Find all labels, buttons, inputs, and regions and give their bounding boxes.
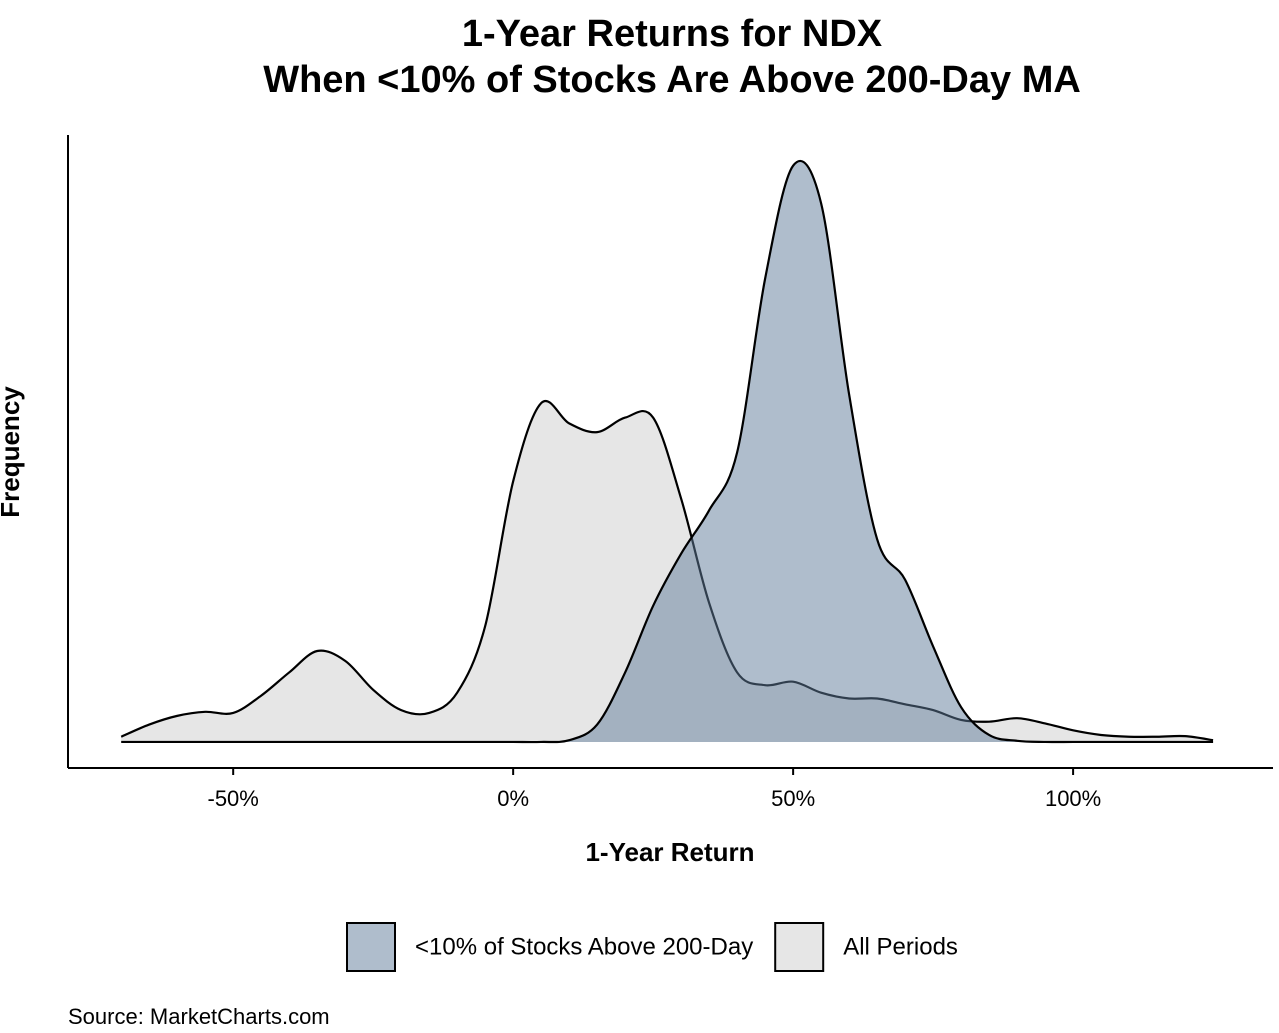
- density-area: [121, 400, 1214, 742]
- chart-subtitle: When <10% of Stocks Are Above 200-Day MA: [263, 59, 1081, 101]
- legend: <10% of Stocks Above 200-Day All Periods: [346, 922, 958, 972]
- x-tick-label: 50%: [771, 786, 815, 811]
- chart-title: 1-Year Returns for NDX: [462, 13, 883, 55]
- legend-swatch-border: [774, 922, 825, 972]
- density-area: [121, 160, 1214, 743]
- x-tick-label: 0%: [497, 786, 529, 811]
- legend-swatch: [775, 923, 824, 971]
- x-tick-label: -50%: [208, 786, 259, 811]
- plot-area: [120, 159, 1214, 744]
- density-line: [121, 159, 1214, 744]
- legend-swatch: [347, 923, 395, 971]
- legend-swatch-border: [346, 922, 396, 972]
- y-axis-label: Frequency: [0, 386, 25, 518]
- x-axis-label: 1-Year Return: [585, 837, 754, 867]
- legend-label: All Periods: [843, 933, 958, 960]
- density-line: [120, 399, 1214, 742]
- legend-label: <10% of Stocks Above 200-Day: [415, 933, 753, 960]
- source: Source: MarketCharts.com: [68, 1004, 330, 1029]
- x-tick-label: 100%: [1045, 786, 1101, 811]
